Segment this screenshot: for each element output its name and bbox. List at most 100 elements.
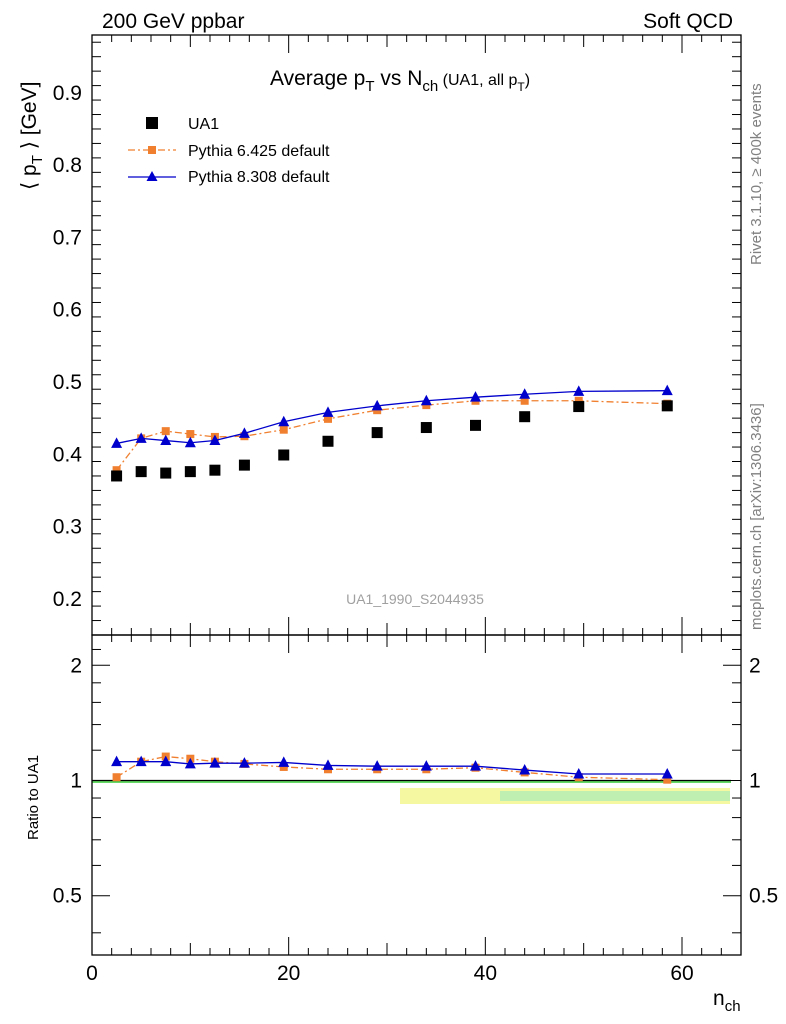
y-tick-label: 0.7 bbox=[53, 226, 82, 249]
pythia8-line bbox=[116, 390, 668, 445]
ratio-pythia8-point bbox=[209, 757, 221, 768]
ratio-y-tick-label: 0.5 bbox=[53, 885, 82, 908]
y-tick-label: 0.4 bbox=[53, 443, 83, 466]
main-plot-panel: 0.2 0.3 0.4 0.5 0.6 0.7 0.8 0.9 Average pT vs N… bbox=[18, 34, 742, 636]
ratio-pythia8-point bbox=[238, 757, 250, 768]
ratio-plot-frame bbox=[91, 634, 742, 956]
ua1-point bbox=[519, 411, 531, 423]
pythia8-point bbox=[184, 436, 196, 448]
plot-title: Average pT vs Nch (UA1, all pT) bbox=[270, 67, 530, 95]
ua1-point bbox=[135, 466, 147, 478]
ua1-point bbox=[209, 464, 221, 476]
ratio-pythia8-point bbox=[519, 764, 531, 775]
ratio-pythia8-point bbox=[278, 756, 290, 767]
main-plot-y-tick-labels: 0.2 0.3 0.4 0.5 0.6 0.7 0.8 0.9 bbox=[53, 82, 83, 611]
ratio-pythia6-point bbox=[663, 775, 672, 784]
ua1-point bbox=[278, 449, 290, 461]
pythia6-point bbox=[186, 430, 195, 439]
ratio-pythia8-point bbox=[420, 760, 432, 771]
legend-marker-pythia6 bbox=[148, 146, 156, 154]
x-tick-label: 60 bbox=[670, 962, 693, 985]
side-label-bottom: mcplots.cern.ch [arXiv:1306.3436] bbox=[748, 403, 765, 630]
ua1-point bbox=[184, 466, 196, 478]
analysis-watermark: UA1_1990_S2044935 bbox=[346, 591, 484, 607]
pythia8-point bbox=[278, 415, 290, 427]
pythia8-point bbox=[470, 391, 481, 402]
ratio-pythia8-point bbox=[184, 757, 196, 769]
ratio-pythia6-line bbox=[116, 755, 668, 781]
ua1-point bbox=[160, 467, 172, 479]
pythia6-line bbox=[116, 400, 668, 471]
header-left: 200 GeV ppbar bbox=[102, 10, 244, 33]
pythia8-point bbox=[661, 384, 673, 396]
ratio-pythia8-point bbox=[371, 760, 383, 771]
legend-label-pythia8: Pythia 8.308 default bbox=[188, 169, 330, 186]
x-tick-label: 20 bbox=[277, 962, 300, 985]
ua1-point bbox=[661, 400, 673, 412]
legend: UA1 Pythia 6.425 default Pythia 8.308 de… bbox=[128, 116, 330, 186]
y-axis-label: ⟨ pT ⟩ [GeV] bbox=[18, 82, 46, 190]
pythia8-point bbox=[322, 406, 334, 417]
pythia8-point bbox=[573, 385, 585, 396]
pythia8-point bbox=[135, 432, 147, 443]
y-tick-label: 0.5 bbox=[53, 371, 82, 394]
ua1-point bbox=[111, 470, 123, 482]
pythia6-point bbox=[161, 427, 170, 436]
ratio-pythia6-point bbox=[112, 773, 121, 782]
legend-entry-pythia6: Pythia 6.425 default bbox=[128, 143, 330, 160]
ua1-point bbox=[470, 419, 481, 431]
ratio-y-tick-label: 1 bbox=[70, 770, 82, 793]
x-tick-labels: 0 20 40 60 bbox=[86, 962, 694, 985]
main-plot-ticks bbox=[91, 35, 742, 636]
ratio-y-axis-label: Ratio to UA1 bbox=[25, 755, 42, 840]
legend-label-ua1: UA1 bbox=[188, 116, 219, 133]
ratio-y-tick-label-right: 0.5 bbox=[749, 885, 778, 908]
ratio-pythia8-point bbox=[135, 755, 147, 767]
pythia8-point bbox=[238, 427, 250, 438]
ratio-pythia8-point bbox=[573, 767, 585, 779]
pythia8-point bbox=[160, 434, 172, 446]
ratio-y-tick-label: 2 bbox=[70, 654, 82, 677]
ua1-point bbox=[238, 459, 250, 471]
y-tick-label: 0.2 bbox=[53, 588, 82, 611]
ratio-y-tick-label-right: 1 bbox=[749, 770, 761, 793]
y-tick-label: 0.8 bbox=[53, 154, 82, 177]
ratio-pythia6-point bbox=[279, 762, 288, 771]
pythia6-point bbox=[574, 396, 583, 405]
pythia6-point bbox=[112, 466, 121, 475]
x-axis-label: nch bbox=[713, 987, 741, 1015]
ratio-reference-line bbox=[92, 779, 731, 783]
y-tick-label: 0.6 bbox=[53, 299, 82, 322]
pythia6-point bbox=[520, 396, 529, 405]
pythia8-point bbox=[519, 388, 531, 399]
ratio-plot-y-tick-labels: 0.5 0.5 1 1 2 2 bbox=[53, 654, 778, 907]
ratio-band-green bbox=[500, 791, 730, 801]
ratio-plot-ticks bbox=[91, 634, 742, 955]
legend-marker-ua1 bbox=[146, 117, 158, 129]
pythia8-point bbox=[371, 399, 383, 411]
legend-marker-pythia8 bbox=[146, 171, 158, 181]
ratio-pythia8-point bbox=[661, 767, 673, 779]
ratio-pythia8-point bbox=[322, 759, 334, 770]
main-plot-series bbox=[111, 384, 673, 482]
ua1-point bbox=[322, 435, 334, 447]
pythia8-point bbox=[209, 434, 221, 446]
legend-label-pythia6: Pythia 6.425 default bbox=[188, 143, 330, 160]
pythia6-point bbox=[279, 425, 288, 434]
ratio-pythia8-point bbox=[470, 760, 481, 771]
pythia8-point bbox=[111, 437, 123, 448]
legend-entry-ua1: UA1 bbox=[146, 116, 219, 133]
x-tick-label: 40 bbox=[474, 962, 497, 985]
ratio-pythia8-line bbox=[116, 761, 668, 775]
ratio-plot-series bbox=[111, 752, 673, 784]
ratio-uncertainty-band bbox=[400, 788, 730, 804]
ratio-y-tick-label-right: 2 bbox=[749, 654, 761, 677]
y-tick-label: 0.3 bbox=[53, 516, 82, 539]
y-tick-label: 0.9 bbox=[53, 82, 82, 105]
header-right: Soft QCD bbox=[643, 10, 733, 33]
x-tick-label: 0 bbox=[86, 962, 98, 985]
pythia6-point bbox=[324, 414, 332, 423]
ua1-point bbox=[420, 422, 432, 434]
ua1-point bbox=[371, 427, 383, 439]
